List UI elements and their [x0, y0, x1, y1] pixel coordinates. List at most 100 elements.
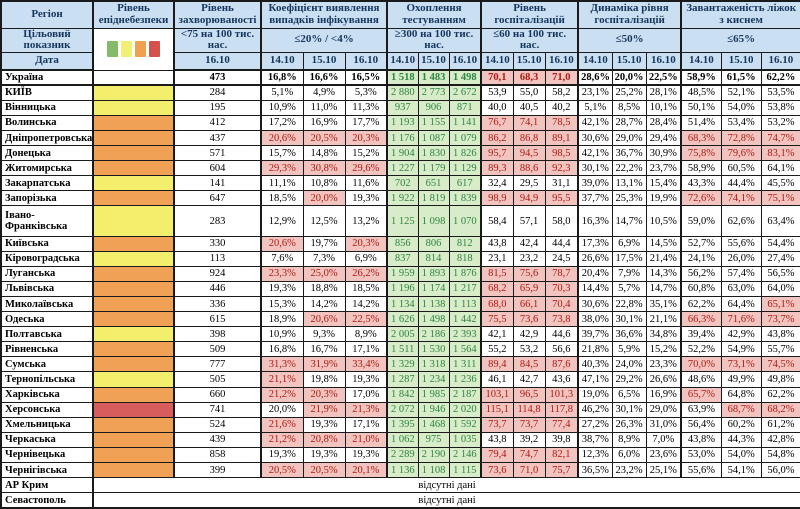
danger-level-cell: [92, 160, 175, 177]
dynamics-cell: 26,6%: [645, 371, 682, 388]
beds-cell: 68,7%: [720, 401, 762, 418]
table-row: Кіровоградська 113 7,6% 7,3% 6,9% 837 814 818 23…: [0, 250, 800, 267]
beds-cell: 51,4%: [680, 114, 722, 131]
testing-cell: 1 108: [417, 462, 450, 479]
danger-level-swatch-icon: [121, 41, 132, 58]
incidence-cell: 660: [173, 386, 262, 403]
beds-cell: 56,0%: [760, 462, 800, 479]
hospitalization-cell: 58,4: [480, 205, 514, 237]
testing-cell: 1 125: [386, 205, 419, 237]
hospitalization-cell: 117,8: [544, 401, 579, 418]
beds-cell: 63,9%: [680, 401, 722, 418]
hospitalization-cell: 39,2: [512, 431, 546, 448]
hospitalization-cell: 56,6: [544, 341, 579, 358]
dynamics-cell: 22,2%: [611, 160, 647, 177]
beds-cell: 54,1%: [720, 462, 762, 479]
hospitalization-cell: 42,7: [512, 371, 546, 388]
detection-cell: 17,0%: [344, 386, 388, 403]
hospitalization-cell: 101,3: [544, 386, 579, 403]
dynamics-cell: 23,1%: [577, 84, 613, 101]
hospitalization-cell: 82,1: [544, 446, 579, 464]
testing-cell: 1 174: [417, 280, 450, 298]
incidence-cell: 439: [173, 431, 262, 448]
region-name: Волинська: [0, 114, 94, 131]
beds-cell: 71,6%: [720, 311, 762, 328]
danger-level-cell: [92, 295, 175, 313]
hospitalization-cell: 29,5: [512, 175, 546, 192]
dynamics-cell: 35,1%: [645, 295, 682, 313]
dynamics-cell: 20,0%: [611, 69, 647, 87]
beds-cell: 62,2%: [760, 69, 800, 87]
danger-level-cell: [92, 386, 175, 403]
table-row: Миколаївська 336 15,3% 14,2% 14,2% 1 134 1 138…: [0, 295, 800, 313]
beds-cell: 56,4%: [680, 416, 722, 433]
col-header-region: Регіон: [0, 0, 94, 29]
date-cell: 16.10: [448, 51, 482, 72]
detection-cell: 31,9%: [302, 356, 346, 373]
beds-cell: 54,4%: [760, 235, 800, 252]
beds-cell: 79,6%: [720, 145, 762, 162]
beds-cell: 65,1%: [760, 295, 800, 313]
target-hospitalization: ≤60 на 100 тис. нас.: [480, 27, 579, 53]
dynamics-cell: 28,6%: [577, 69, 613, 87]
detection-cell: 7,3%: [302, 250, 346, 267]
dynamics-cell: 23,3%: [645, 356, 682, 373]
hospitalization-cell: 76,7: [480, 114, 514, 131]
hospitalization-cell: 68,3: [512, 69, 546, 87]
beds-cell: 45,5%: [760, 175, 800, 192]
hospitalization-cell: 74,1: [512, 114, 546, 131]
dynamics-cell: 42,1%: [577, 145, 613, 162]
hospitalization-cell: 94,9: [512, 190, 546, 207]
detection-cell: 20,5%: [260, 462, 304, 479]
dynamics-cell: 20,4%: [577, 265, 613, 282]
testing-cell: 1 062: [386, 431, 419, 448]
hospitalization-cell: 84,5: [512, 356, 546, 373]
region-name: Івано-Франківська: [0, 205, 94, 237]
no-data-cell: відсутні дані: [91, 477, 800, 494]
date-row-label: Дата: [0, 51, 94, 72]
table-row: Херсонська 741 20,0% 21,9% 21,3% 2 072 1 946 2 …: [0, 401, 800, 418]
dynamics-cell: 8,9%: [611, 431, 647, 448]
region-name: Вінницька: [0, 99, 94, 116]
detection-cell: 21,2%: [260, 431, 304, 448]
detection-cell: 20,1%: [344, 462, 388, 479]
detection-cell: 19,3%: [344, 446, 388, 464]
hospitalization-cell: 65,9: [512, 280, 546, 298]
beds-cell: 27,4%: [760, 250, 800, 267]
table-row: Вінницька 195 10,9% 11,0% 11,3% 937 906 871 40,0…: [0, 99, 800, 116]
beds-cell: 64,4%: [720, 295, 762, 313]
beds-cell: 73,7%: [760, 311, 800, 328]
date-cell: 16.10: [544, 51, 579, 72]
dynamics-cell: 28,1%: [645, 84, 682, 101]
dynamics-cell: 17,3%: [577, 235, 613, 252]
detection-cell: 19,3%: [344, 190, 388, 207]
testing-cell: 1 518: [386, 69, 419, 87]
dynamics-cell: 15,2%: [645, 341, 682, 358]
region-name: Харківська: [0, 386, 94, 403]
testing-cell: 1 826: [448, 145, 482, 162]
hospitalization-cell: 42,1: [480, 326, 514, 343]
hospitalization-cell: 73,6: [512, 311, 546, 328]
dynamics-cell: 22,5%: [645, 69, 682, 87]
hospitalization-cell: 75,5: [480, 311, 514, 328]
incidence-cell: 777: [173, 356, 262, 373]
testing-cell: 2 773: [417, 84, 450, 101]
dynamics-cell: 34,8%: [645, 326, 682, 343]
hospitalization-cell: 73,6: [480, 462, 514, 479]
incidence-cell: 647: [173, 190, 262, 207]
date-cell: 14.10: [680, 51, 722, 72]
danger-level-cell: [92, 401, 175, 418]
danger-level-cell: [92, 462, 175, 479]
table-row: Львівська 446 19,3% 18,8% 18,5% 1 196 1 174 1 2…: [0, 280, 800, 298]
dynamics-cell: 39,7%: [577, 326, 613, 343]
hospitalization-cell: 75,6: [512, 265, 546, 282]
date-cell: 15.10: [302, 51, 346, 72]
dynamics-cell: 5,9%: [611, 341, 647, 358]
beds-cell: 53,8%: [760, 99, 800, 116]
beds-cell: 48,5%: [680, 84, 722, 101]
dynamics-cell: 36,5%: [577, 462, 613, 479]
dynamics-cell: 13,1%: [611, 175, 647, 192]
testing-cell: 702: [386, 175, 419, 192]
beds-cell: 42,9%: [720, 326, 762, 343]
